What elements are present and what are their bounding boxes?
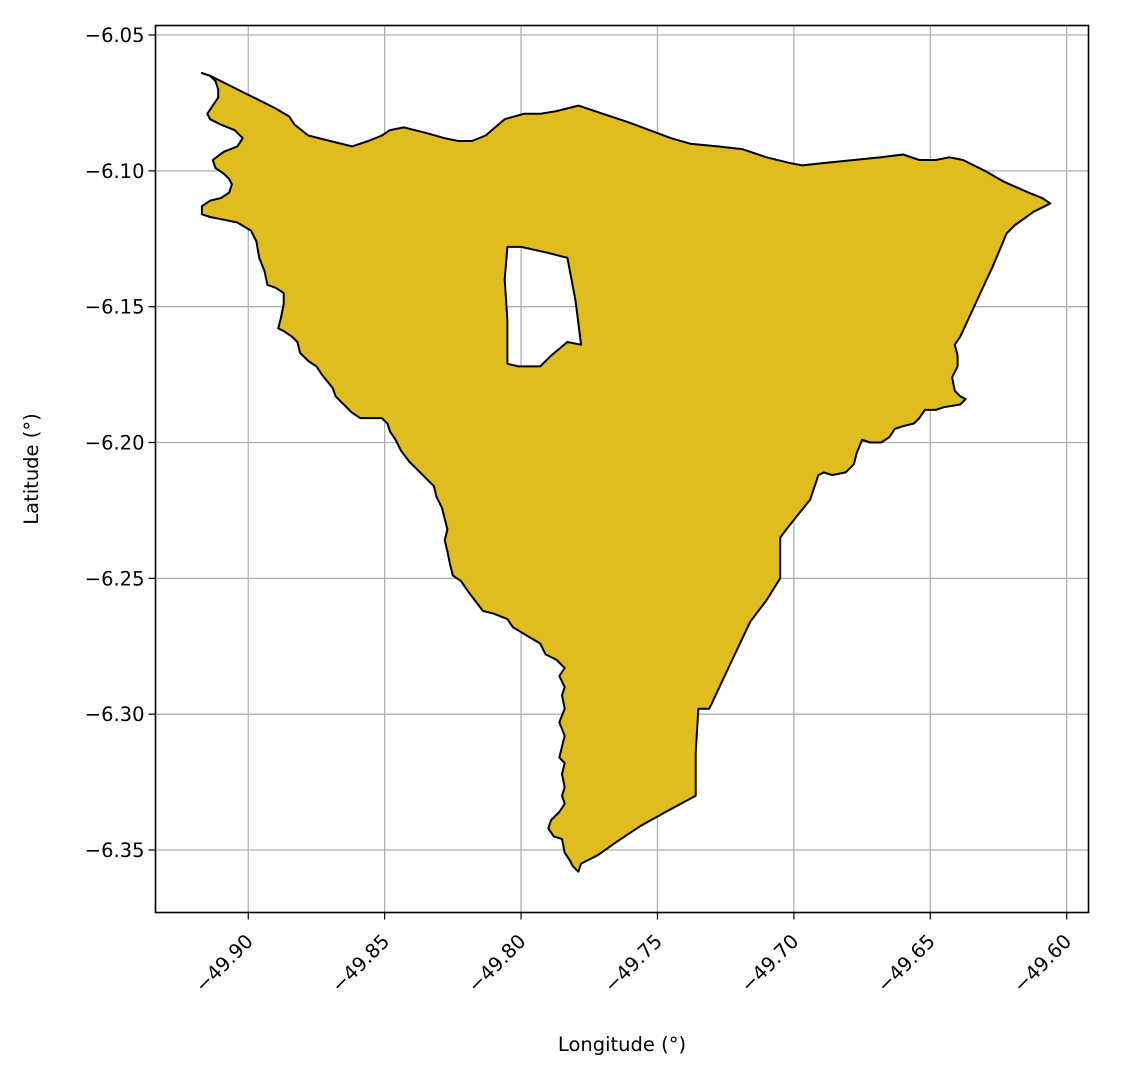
x-tick-label: −49.75 <box>600 930 667 997</box>
x-tick-label: −49.65 <box>873 930 940 997</box>
x-tick-label: −49.90 <box>190 930 257 997</box>
y-tick-label: −6.15 <box>85 296 145 319</box>
x-axis-label: Longitude (°) <box>558 1033 686 1056</box>
region-polygon <box>202 73 1050 872</box>
x-tick-label: −49.60 <box>1009 930 1076 997</box>
x-tick-label: −49.70 <box>736 930 803 997</box>
x-tick-label: −49.85 <box>327 930 394 997</box>
y-tick-label: −6.35 <box>85 839 145 862</box>
x-axis-ticks: −49.90 −49.85 −49.80 −49.75 −49.70 −49.65 −49.… <box>190 913 1076 998</box>
x-tick-label: −49.80 <box>463 930 530 997</box>
y-axis-label: Latitude (°) <box>20 413 43 524</box>
y-tick-label: −6.05 <box>85 24 145 47</box>
y-tick-label: −6.30 <box>85 703 145 726</box>
y-tick-label: −6.10 <box>85 160 145 183</box>
y-tick-label: −6.20 <box>85 432 145 455</box>
y-axis-ticks: −6.05 −6.10 −6.15 −6.20 −6.25 −6.30 −6.35 <box>85 24 156 862</box>
y-tick-label: −6.25 <box>85 567 145 590</box>
